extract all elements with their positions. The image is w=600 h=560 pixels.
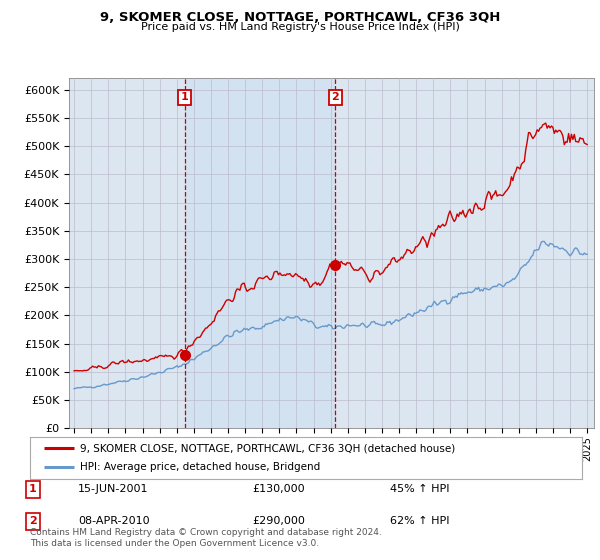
Text: 2: 2 bbox=[29, 516, 37, 526]
Bar bbox=[185, 78, 335, 428]
Text: Contains HM Land Registry data © Crown copyright and database right 2024.
This d: Contains HM Land Registry data © Crown c… bbox=[30, 528, 382, 548]
Text: £290,000: £290,000 bbox=[252, 516, 305, 526]
Text: 9, SKOMER CLOSE, NOTTAGE, PORTHCAWL, CF36 3QH: 9, SKOMER CLOSE, NOTTAGE, PORTHCAWL, CF3… bbox=[100, 11, 500, 24]
Text: 15-JUN-2001: 15-JUN-2001 bbox=[78, 484, 149, 494]
Text: 9, SKOMER CLOSE, NOTTAGE, PORTHCAWL, CF36 3QH (detached house): 9, SKOMER CLOSE, NOTTAGE, PORTHCAWL, CF3… bbox=[80, 443, 455, 453]
Text: 45% ↑ HPI: 45% ↑ HPI bbox=[390, 484, 449, 494]
Text: 1: 1 bbox=[181, 92, 188, 102]
Text: Price paid vs. HM Land Registry's House Price Index (HPI): Price paid vs. HM Land Registry's House … bbox=[140, 22, 460, 32]
Text: 62% ↑ HPI: 62% ↑ HPI bbox=[390, 516, 449, 526]
Text: HPI: Average price, detached house, Bridgend: HPI: Average price, detached house, Brid… bbox=[80, 463, 320, 473]
Text: 1: 1 bbox=[29, 484, 37, 494]
Text: 2: 2 bbox=[331, 92, 339, 102]
Text: £130,000: £130,000 bbox=[252, 484, 305, 494]
Text: 08-APR-2010: 08-APR-2010 bbox=[78, 516, 149, 526]
